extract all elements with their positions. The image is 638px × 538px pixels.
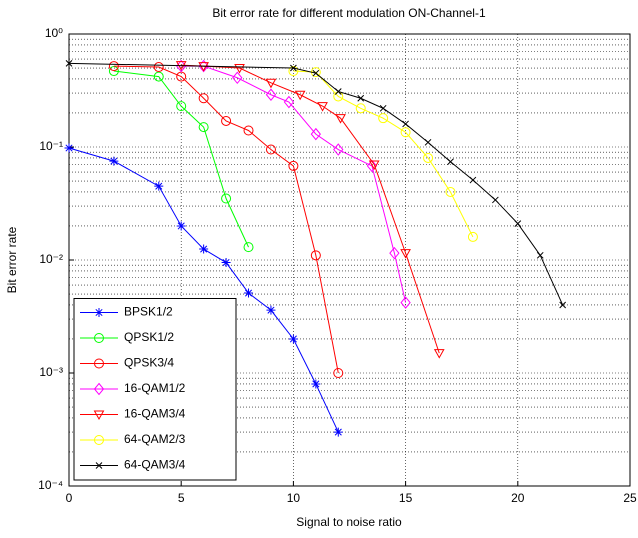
marker <box>65 59 73 67</box>
marker <box>290 64 297 72</box>
marker <box>288 66 299 77</box>
marker <box>445 186 456 197</box>
legend-label: 64-QAM2/3 <box>124 432 186 446</box>
marker <box>232 71 243 85</box>
marker <box>424 138 432 146</box>
marker <box>198 122 209 133</box>
marker <box>176 101 187 112</box>
y-tick-label: 10⁻⁴ <box>38 478 63 492</box>
marker <box>536 251 544 259</box>
y-tick-label: 10⁻¹ <box>39 139 63 153</box>
marker <box>265 78 277 89</box>
x-tick-label: 0 <box>66 491 73 505</box>
marker <box>234 64 245 74</box>
marker <box>357 94 365 102</box>
marker <box>378 113 389 124</box>
marker <box>93 410 105 421</box>
marker <box>379 104 387 112</box>
marker <box>333 427 343 437</box>
legend-label: BPSK1/2 <box>124 305 173 319</box>
x-tick-label: 20 <box>511 491 525 505</box>
y-tick-label: 10⁻² <box>39 252 63 266</box>
y-tick-label: 10⁻³ <box>39 365 63 379</box>
marker <box>176 221 186 231</box>
marker <box>467 231 478 242</box>
marker <box>294 90 306 101</box>
y-tick-label: 10⁰ <box>45 26 63 40</box>
series-line <box>293 70 474 238</box>
marker <box>94 333 104 343</box>
x-tick-label: 5 <box>178 491 185 505</box>
x-tick-label: 25 <box>623 491 637 505</box>
x-tick-label: 10 <box>287 491 301 505</box>
x-tick-label: 15 <box>399 491 413 505</box>
series-line <box>113 70 249 248</box>
marker <box>400 296 411 309</box>
marker <box>95 462 103 469</box>
marker <box>423 152 434 163</box>
marker <box>310 250 321 261</box>
x-axis-label: Signal to noise ratio <box>296 515 402 529</box>
legend-label: 16-QAM3/4 <box>124 407 186 421</box>
marker <box>333 368 344 378</box>
marker <box>559 301 567 309</box>
legend-label: QPSK3/4 <box>124 356 174 370</box>
series-line <box>113 65 339 374</box>
marker <box>311 379 321 389</box>
marker <box>317 102 328 112</box>
marker <box>221 115 232 126</box>
series-line <box>68 62 564 306</box>
plot-frame <box>68 33 631 487</box>
marker <box>64 143 74 153</box>
marker <box>283 95 295 109</box>
legend-label: 64-QAM3/4 <box>124 458 186 472</box>
marker <box>469 176 477 184</box>
marker <box>109 156 119 166</box>
marker <box>333 143 344 156</box>
y-axis-label: Bit error rate <box>5 226 19 293</box>
marker <box>153 71 164 82</box>
marker <box>288 160 299 171</box>
marker <box>265 88 277 102</box>
marker <box>447 158 454 166</box>
marker <box>198 93 209 104</box>
marker <box>389 246 400 260</box>
marker <box>514 220 522 227</box>
marker <box>266 305 276 315</box>
marker <box>400 249 411 259</box>
marker <box>433 349 445 359</box>
marker <box>310 127 321 141</box>
legend-label: QPSK1/2 <box>124 330 174 344</box>
marker <box>334 88 342 95</box>
chart-title: Bit error rate for different modulation … <box>212 6 486 20</box>
marker <box>243 125 254 136</box>
marker <box>221 258 231 268</box>
marker <box>402 120 409 128</box>
marker <box>492 196 499 204</box>
series-line <box>181 64 440 354</box>
marker <box>244 288 254 298</box>
marker <box>366 159 378 173</box>
marker <box>93 382 105 396</box>
marker <box>108 61 119 72</box>
marker <box>335 114 346 124</box>
marker <box>154 181 164 191</box>
marker <box>94 435 104 445</box>
marker <box>153 62 164 73</box>
marker <box>368 160 380 171</box>
marker <box>355 103 366 114</box>
marker <box>94 308 104 317</box>
marker <box>265 144 276 155</box>
marker <box>221 193 232 204</box>
marker <box>288 334 298 344</box>
marker <box>400 127 411 138</box>
series-line <box>181 65 407 303</box>
marker <box>199 244 209 254</box>
marker <box>312 69 320 77</box>
marker <box>243 242 254 253</box>
marker <box>94 358 104 369</box>
legend-label: 16-QAM1/2 <box>124 381 186 395</box>
